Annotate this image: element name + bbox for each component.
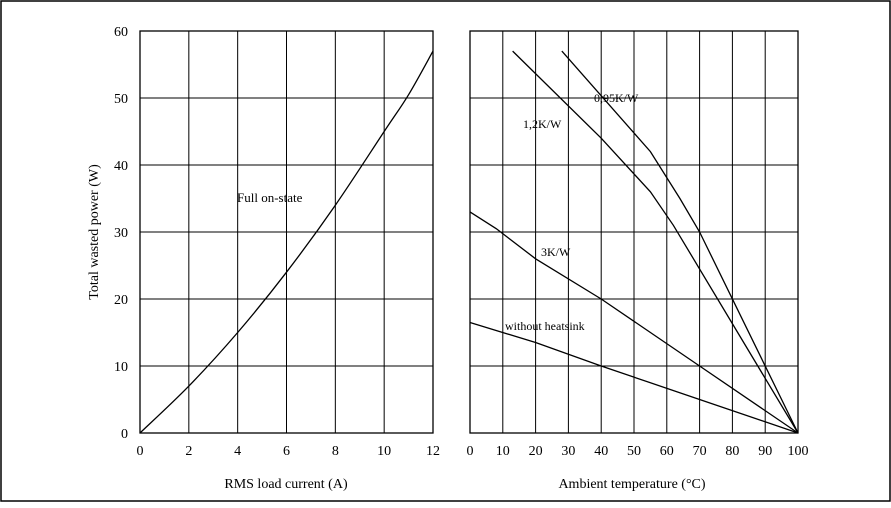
right-x-axis-label: Ambient temperature (°C) xyxy=(558,477,705,492)
right-series-layer xyxy=(469,50,799,434)
right-x-tick-label: 80 xyxy=(725,444,739,459)
right-series-line-3 xyxy=(469,321,799,434)
right-x-tick-label: 100 xyxy=(788,444,809,459)
left-y-axis-label: Total wasted power (W) xyxy=(87,164,102,300)
right-x-tick-labels: 0 10 20 30 40 50 60 70 80 90 100 xyxy=(467,444,809,459)
right-series-line-2 xyxy=(469,211,799,434)
right-x-tick-label: 60 xyxy=(660,444,674,459)
left-x-tick-label: 8 xyxy=(332,444,339,459)
left-x-tick-label: 6 xyxy=(283,444,290,459)
left-y-tick-label: 40 xyxy=(114,159,128,174)
left-y-tick-labels: 0 10 20 30 40 50 60 xyxy=(114,25,128,442)
left-series-line-0 xyxy=(139,50,434,434)
left-y-tick-label: 50 xyxy=(114,92,128,107)
left-x-tick-label: 0 xyxy=(137,444,144,459)
right-x-tick-label: 90 xyxy=(758,444,772,459)
left-x-tick-label: 4 xyxy=(234,444,241,459)
right-plot-border xyxy=(469,30,799,434)
right-x-tick-label: 20 xyxy=(529,444,543,459)
left-y-tick-label: 10 xyxy=(114,360,128,375)
left-x-tick-label: 10 xyxy=(377,444,391,459)
right-series-line-1 xyxy=(512,50,799,434)
left-x-axis-label: RMS load current (A) xyxy=(224,477,348,492)
left-y-tick-label: 60 xyxy=(114,25,128,40)
right-x-tick-label: 30 xyxy=(561,444,575,459)
series-label-without-heatsink: without heatsink xyxy=(505,319,585,333)
left-plot-border xyxy=(139,30,434,434)
series-label-3kw: 3K/W xyxy=(541,245,571,259)
left-grid xyxy=(139,30,434,434)
left-series-layer xyxy=(139,50,434,434)
right-chart: 0 10 20 30 40 50 60 70 80 90 100 Ambient temperatu… xyxy=(467,30,809,492)
left-x-tick-label: 2 xyxy=(185,444,192,459)
right-x-tick-label: 40 xyxy=(594,444,608,459)
right-x-tick-label: 70 xyxy=(693,444,707,459)
right-series-line-0 xyxy=(561,50,799,434)
series-label-0-95kw: 0,95K/W xyxy=(594,91,639,105)
left-x-tick-label: 12 xyxy=(426,444,440,459)
series-label-full-on-state: Full on-state xyxy=(237,190,303,205)
right-x-tick-label: 50 xyxy=(627,444,641,459)
left-y-tick-label: 20 xyxy=(114,293,128,308)
right-x-tick-label: 0 xyxy=(467,444,474,459)
left-y-tick-label: 30 xyxy=(114,226,128,241)
left-x-tick-labels: 0 2 4 6 8 10 12 xyxy=(137,444,441,459)
right-x-tick-label: 10 xyxy=(496,444,510,459)
left-chart: 0 10 20 30 40 50 60 0 2 4 6 8 10 12 RMS load current… xyxy=(87,25,440,492)
series-label-1-2kw: 1,2K/W xyxy=(523,117,562,131)
left-y-tick-label: 0 xyxy=(121,427,128,442)
